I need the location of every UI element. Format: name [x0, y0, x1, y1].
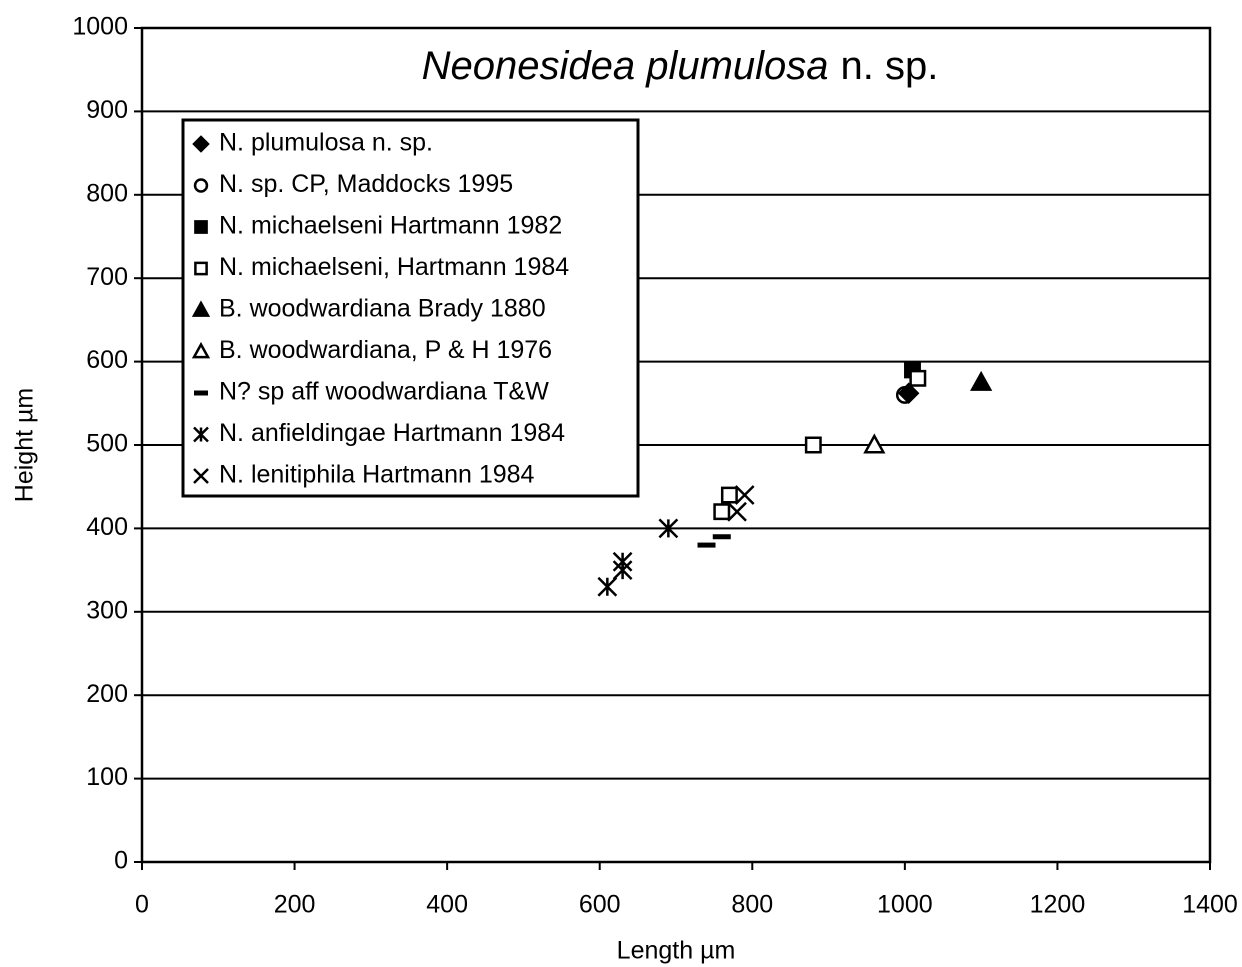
x-tick-label: 600 [579, 891, 621, 919]
marker [597, 576, 618, 597]
legend-label: B. woodwardiana Brady 1880 [219, 295, 546, 323]
legend-box [181, 118, 640, 498]
marker-shape [697, 542, 716, 548]
x-tick-label: 200 [274, 891, 316, 919]
marker [194, 390, 208, 396]
marker [612, 560, 633, 580]
marker-shape [612, 560, 633, 580]
marker-shape [712, 534, 731, 540]
y-tick-label: 200 [86, 680, 128, 708]
y-tick-label: 1000 [72, 13, 128, 41]
marker [191, 300, 211, 317]
x-tick-label: 1000 [877, 891, 933, 919]
marker [727, 501, 747, 522]
legend-label: N. michaelseni Hartmann 1982 [219, 212, 562, 240]
title-plain: n. sp. [841, 44, 939, 88]
title-italic: Neonesidea plumulosa [422, 44, 829, 88]
marker-shape [895, 386, 914, 404]
marker [191, 341, 211, 359]
marker-shape [804, 436, 822, 454]
marker-shape [909, 369, 927, 387]
legend-label: N. lenitiphila Hartmann 1984 [219, 461, 535, 489]
marker [734, 485, 755, 505]
legend-label: N. sp. CP, Maddocks 1995 [219, 170, 513, 198]
y-tick-label: 600 [86, 346, 128, 374]
marker [863, 433, 886, 454]
legend-label: N. anfieldingae Hartmann 1984 [219, 419, 565, 447]
marker-shape [194, 220, 208, 234]
marker-shape [194, 261, 208, 276]
marker-shape [727, 501, 747, 522]
marker [712, 534, 731, 540]
x-tick-label: 800 [731, 891, 773, 919]
marker-shape [658, 518, 679, 539]
y-tick-label: 400 [86, 513, 128, 541]
marker [658, 518, 679, 539]
legend-label: B. woodwardiana, P & H 1976 [219, 336, 552, 364]
marker [697, 542, 716, 548]
marker-shape [191, 341, 211, 359]
marker [194, 261, 208, 276]
x-tick-label: 400 [426, 891, 468, 919]
y-tick-label: 100 [86, 763, 128, 791]
y-tick-label: 500 [86, 430, 128, 458]
marker-shape [192, 135, 210, 153]
marker-shape [734, 485, 755, 505]
marker [804, 436, 822, 454]
y-tick-label: 900 [86, 96, 128, 124]
x-tick-label: 1400 [1182, 891, 1238, 919]
marker [193, 178, 209, 193]
marker-shape [193, 178, 209, 193]
marker-shape [194, 390, 208, 396]
marker [970, 370, 993, 391]
legend-label: N. michaelseni, Hartmann 1984 [219, 253, 569, 281]
marker [713, 503, 731, 521]
marker-shape [970, 370, 993, 391]
y-axis-label: Height µm [11, 388, 39, 502]
legend-label: N? sp aff woodwardiana T&W [219, 378, 549, 406]
marker [193, 426, 209, 443]
x-tick-label: 1200 [1030, 891, 1086, 919]
x-tick-label: 0 [135, 891, 149, 919]
marker-shape [193, 468, 209, 484]
y-tick-label: 0 [114, 847, 128, 875]
y-tick-label: 300 [86, 596, 128, 624]
marker [192, 135, 210, 153]
x-axis-label: Length µm [617, 937, 736, 965]
marker-shape [720, 486, 738, 504]
legend-label: N. plumulosa n. sp. [219, 129, 433, 157]
marker [194, 220, 208, 234]
marker [909, 369, 927, 387]
chart-title: Neonesidea plumulosa n. sp. [422, 44, 939, 88]
marker-shape [863, 433, 886, 454]
marker-shape [191, 300, 211, 317]
marker-shape [193, 426, 209, 443]
y-tick-label: 800 [86, 179, 128, 207]
marker [720, 486, 738, 504]
marker-shape [713, 503, 731, 521]
marker-shape [597, 576, 618, 597]
marker [895, 386, 914, 404]
marker [193, 468, 209, 484]
y-tick-label: 700 [86, 263, 128, 291]
